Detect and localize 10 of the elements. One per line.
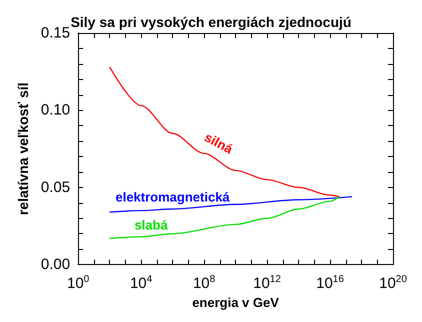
y-tick-label: 0.10 <box>40 102 70 119</box>
series-label: slabá <box>134 217 168 232</box>
text: silná <box>202 129 236 157</box>
chart-title: Sily sa pri vysokých energiách zjednocujú <box>70 14 352 30</box>
y-axis-title: relatívna veľkosť síl <box>15 82 31 216</box>
y-tick-label: 0.05 <box>40 178 70 196</box>
series-label: elektromagnetická <box>115 190 230 205</box>
y-tick-label: 0.00 <box>40 256 70 274</box>
y-tick-label: 0.15 <box>40 24 70 42</box>
x-axis-title: energia v GeV <box>192 295 280 310</box>
